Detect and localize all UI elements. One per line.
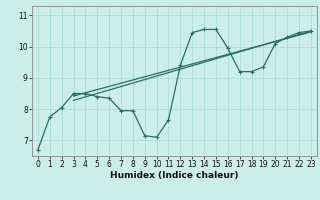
X-axis label: Humidex (Indice chaleur): Humidex (Indice chaleur) (110, 171, 239, 180)
